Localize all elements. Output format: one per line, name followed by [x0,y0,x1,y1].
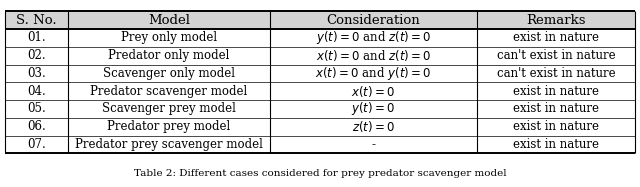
Text: exist in nature: exist in nature [513,120,599,133]
Text: Prey only model: Prey only model [121,31,217,44]
Text: $y(t) = 0$ and $z(t) = 0$: $y(t) = 0$ and $z(t) = 0$ [316,29,431,46]
Text: can't exist in nature: can't exist in nature [497,67,616,80]
Bar [5,47,68,65]
Bar [269,47,477,65]
Text: -: - [372,138,376,151]
Bar [68,100,269,118]
Bar [68,136,269,153]
Bar [68,82,269,100]
Bar [269,65,477,82]
Text: Predator prey model: Predator prey model [108,120,230,133]
Text: $x(t) = 0$ and $z(t) = 0$: $x(t) = 0$ and $z(t) = 0$ [316,48,431,63]
Text: Model: Model [148,14,190,27]
Bar [5,11,68,29]
Bar [269,100,477,118]
Bar [5,100,68,118]
Bar [477,100,635,118]
Bar [269,11,477,29]
Text: Consideration: Consideration [326,14,420,27]
Text: 06.: 06. [28,120,46,133]
Text: 05.: 05. [28,102,46,115]
Text: 04.: 04. [28,85,46,98]
Text: $x(t) = 0$: $x(t) = 0$ [351,84,396,99]
Text: exist in nature: exist in nature [513,102,599,115]
Bar [68,11,269,29]
Text: Remarks: Remarks [527,14,586,27]
Text: exist in nature: exist in nature [513,31,599,44]
Bar [477,136,635,153]
Bar [5,82,68,100]
Bar [68,118,269,136]
Text: S. No.: S. No. [16,14,57,27]
Bar [477,47,635,65]
Bar [477,118,635,136]
Text: can't exist in nature: can't exist in nature [497,49,616,62]
Text: Table 2: Different cases considered for prey predator scavenger model: Table 2: Different cases considered for … [134,169,506,178]
Text: 01.: 01. [28,31,46,44]
Text: 03.: 03. [28,67,46,80]
Bar [68,29,269,47]
Text: 07.: 07. [28,138,46,151]
Text: Predator prey scavenger model: Predator prey scavenger model [75,138,263,151]
Text: Scavenger only model: Scavenger only model [103,67,235,80]
Bar [269,118,477,136]
Bar [5,29,68,47]
Bar [68,47,269,65]
Bar [477,82,635,100]
Text: Scavenger prey model: Scavenger prey model [102,102,236,115]
Text: $x(t) = 0$ and $y(t) = 0$: $x(t) = 0$ and $y(t) = 0$ [316,65,431,82]
Bar [269,82,477,100]
Bar [269,136,477,153]
Bar [269,29,477,47]
Text: 02.: 02. [28,49,46,62]
Text: Predator scavenger model: Predator scavenger model [90,85,248,98]
Text: $y(t) = 0$: $y(t) = 0$ [351,100,396,117]
Bar [477,65,635,82]
Bar [477,29,635,47]
Text: exist in nature: exist in nature [513,138,599,151]
Text: $z(t) = 0$: $z(t) = 0$ [352,119,395,134]
Bar [5,136,68,153]
Bar [5,118,68,136]
Text: Predator only model: Predator only model [108,49,230,62]
Text: exist in nature: exist in nature [513,85,599,98]
Bar [477,11,635,29]
Bar [5,65,68,82]
Bar [68,65,269,82]
